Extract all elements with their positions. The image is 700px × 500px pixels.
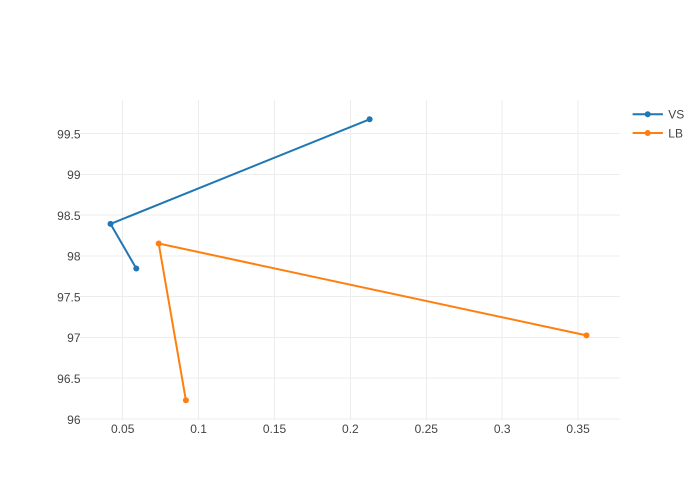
svg-text:0.35: 0.35 xyxy=(566,422,590,436)
svg-text:99.5: 99.5 xyxy=(57,127,81,141)
svg-text:98.5: 98.5 xyxy=(57,209,81,223)
svg-text:96.5: 96.5 xyxy=(57,372,81,386)
svg-text:0.3: 0.3 xyxy=(494,422,511,436)
svg-text:0.15: 0.15 xyxy=(263,422,287,436)
svg-text:97.5: 97.5 xyxy=(57,291,81,305)
svg-text:96: 96 xyxy=(67,413,81,427)
svg-text:99: 99 xyxy=(67,168,81,182)
svg-text:VS: VS xyxy=(668,108,684,122)
svg-text:LB: LB xyxy=(668,126,683,140)
svg-text:0.05: 0.05 xyxy=(111,422,135,436)
svg-text:97: 97 xyxy=(67,331,81,345)
svg-text:0.1: 0.1 xyxy=(190,422,207,436)
svg-text:0.2: 0.2 xyxy=(342,422,359,436)
svg-text:98: 98 xyxy=(67,250,81,264)
svg-text:0.25: 0.25 xyxy=(415,422,439,436)
